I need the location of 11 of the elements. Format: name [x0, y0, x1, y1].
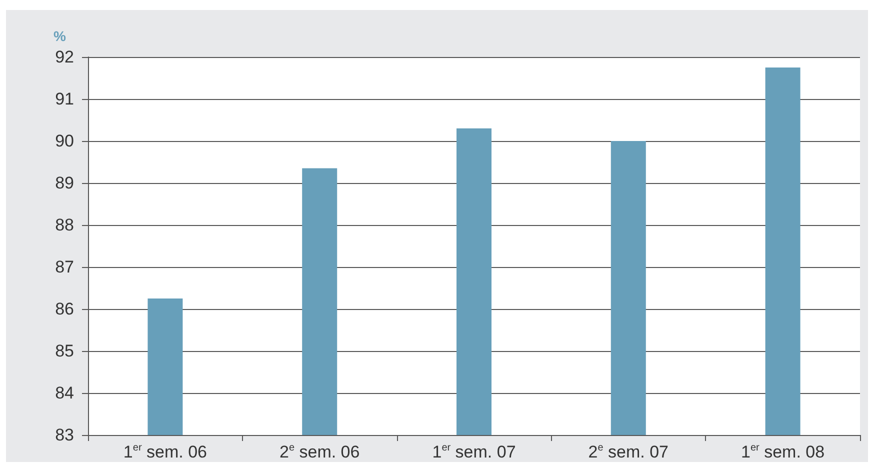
y-tick-label: 92: [55, 48, 74, 66]
y-axis-title: %: [54, 28, 67, 44]
y-tick-label: 89: [55, 174, 74, 192]
y-tick-label: 86: [55, 300, 74, 318]
y-tick-label: 88: [55, 216, 74, 234]
y-tick-label: 87: [55, 258, 74, 276]
y-tick-label: 90: [55, 132, 74, 150]
y-tick-label: 91: [55, 90, 74, 108]
y-tick-label: 83: [55, 426, 74, 444]
y-tick-label: 85: [55, 342, 74, 360]
y-tick-label: 84: [55, 384, 74, 402]
